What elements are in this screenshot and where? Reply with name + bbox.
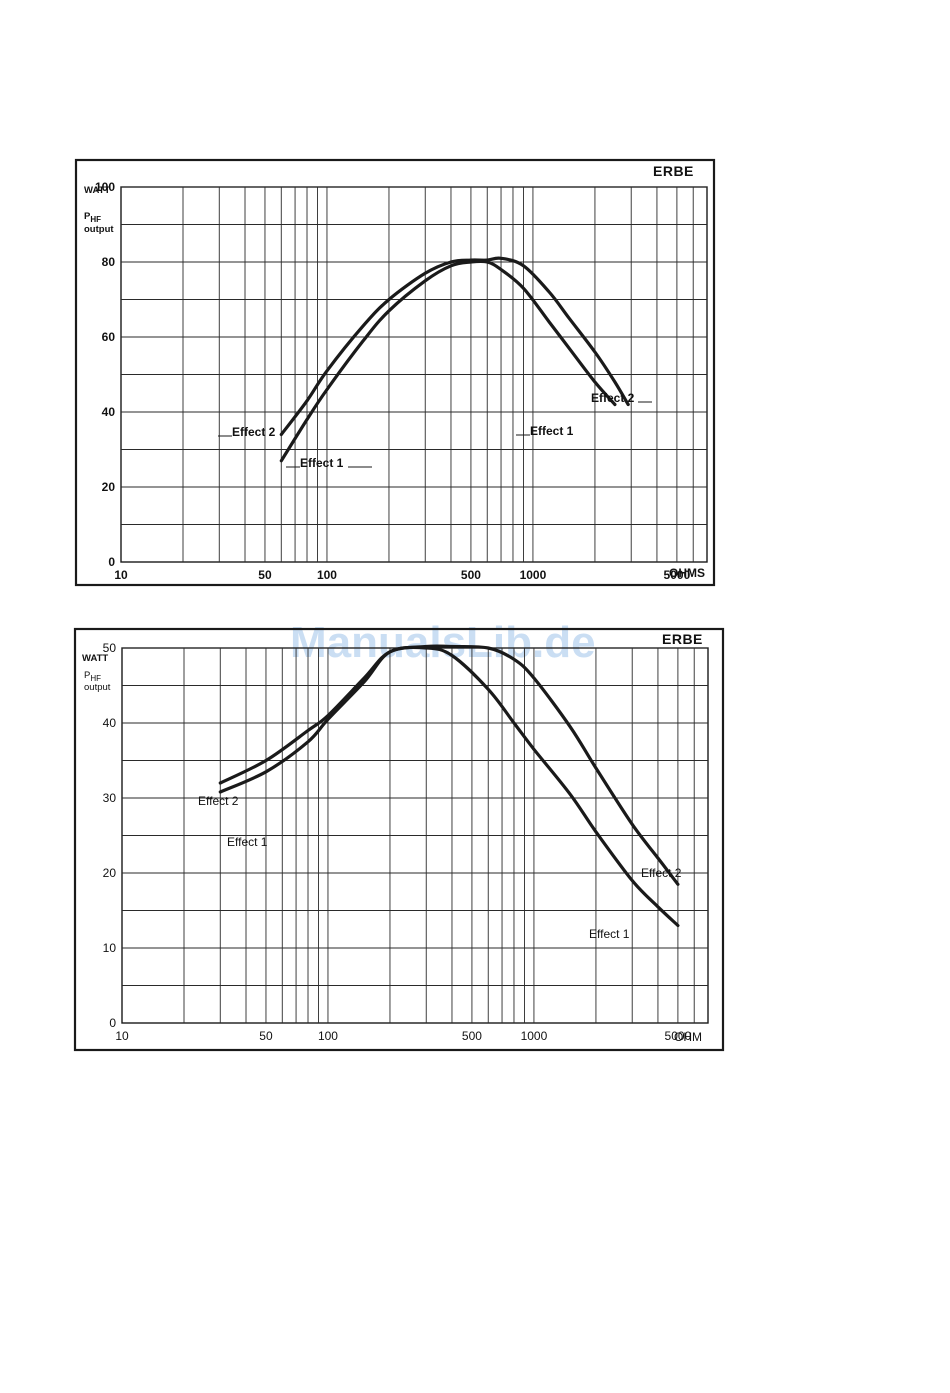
x-tick-label: 500 [462,1029,482,1043]
x-tick-label: 100 [318,1029,338,1043]
x-tick-label: 1000 [520,568,547,582]
chart-1-label-effect2-left: Effect 2 [218,425,276,439]
chart-2-ylabel-p: P [84,670,90,681]
chart-2-series-label: Effect 2 [198,794,239,808]
chart-1-label-effect1-left: Effect 1 [286,456,372,470]
y-tick-label: 0 [109,1016,116,1030]
y-tick-label: 100 [95,180,115,194]
chart-1-brand: ERBE [653,163,694,179]
chart-2-label-effect1-right: Effect 1 [589,927,630,941]
x-tick-label: 10 [115,1029,129,1043]
x-tick-label: 5000 [664,568,691,582]
x-tick-label: 10 [114,568,128,582]
chart-1-series-label: Effect 1 [300,456,344,470]
x-tick-label: 50 [258,568,272,582]
y-tick-label: 60 [102,330,116,344]
chart-1-ticks: 0 20 40 60 80 100 10 50 100 500 1000 5000 [95,180,691,582]
x-tick-label: 1000 [521,1029,548,1043]
chart-2-ylabel-hf: HF [90,674,101,683]
chart-1: 0 20 40 60 80 100 10 50 100 500 1000 5000 ERBE WATT… [74,158,716,587]
chart-2-series-label: Effect 2 [641,866,682,880]
chart-2-label-effect2-right: Effect 2 [641,866,682,880]
chart-2-label-effect1-left: Effect 1 [227,835,268,849]
y-tick-label: 20 [102,480,116,494]
chart-2-ylabel-symbol: PHF [84,670,101,683]
y-tick-label: 0 [108,555,115,569]
x-tick-label: 100 [317,568,337,582]
y-tick-label: 40 [103,716,117,730]
x-tick-label: 50 [259,1029,273,1043]
x-tick-label: 500 [461,568,481,582]
chart-2-xlabel: OHM [674,1030,702,1044]
chart-1-ylabel-symbol: PHF [84,211,101,224]
chart-1-series-label: Effect 2 [232,425,276,439]
chart-1-label-effect2-right: Effect 2 [591,391,652,405]
chart-1-series-label: Effect 1 [530,424,574,438]
chart-1-grid [121,186,707,562]
y-tick-label: 10 [103,941,117,955]
y-tick-label: 80 [102,255,116,269]
chart-1-ylabel: WATT [84,185,110,196]
chart-1-ylabel-output: output [84,224,114,235]
chart-2-grid [122,647,708,1023]
chart-2-series-label: Effect 1 [589,927,630,941]
chart-2-label-effect2-left: Effect 2 [198,794,239,808]
chart-2-series-label: Effect 1 [227,835,268,849]
series-line-effect-1 [279,259,617,463]
y-tick-label: 30 [103,791,117,805]
chart-2-ylabel-output: output [84,682,111,693]
chart-1-ylabel-p: P [84,211,91,222]
chart-1-label-effect1-right: Effect 1 [516,424,574,438]
chart-1-series-label: Effect 2 [591,391,635,405]
chart-2-series [218,644,680,928]
chart-1-frame [74,158,716,587]
chart-2-brand: ERBE [662,631,703,647]
series-line-effect-2 [218,644,680,886]
y-tick-label: 20 [103,866,117,880]
chart-1-series [279,256,630,463]
chart-1-ylabel-hf: HF [90,215,101,224]
y-tick-label: 50 [103,641,117,655]
y-tick-label: 40 [102,405,116,419]
watermark: ManualsLib.de [290,618,596,667]
chart-2-ylabel: WATT [82,653,108,664]
series-line-effect-1 [218,645,680,928]
x-tick-label: 5000 [665,1029,692,1043]
series-line-effect-2 [279,256,630,437]
chart-1-xlabel: OHMS [669,566,705,580]
chart-2-frame [73,627,725,1052]
